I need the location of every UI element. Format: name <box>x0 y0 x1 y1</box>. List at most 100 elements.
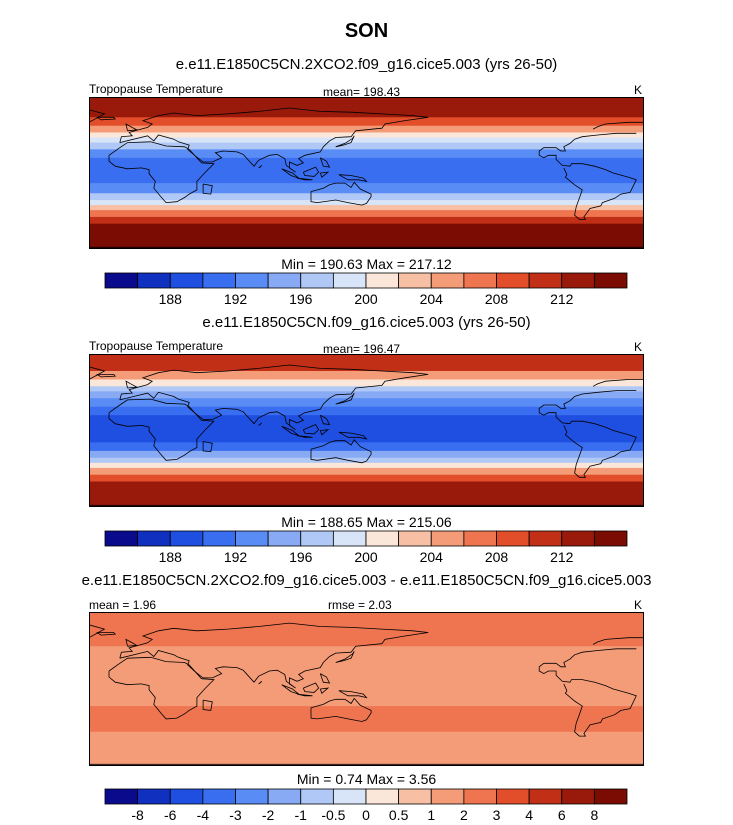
coastline-13 <box>96 116 117 121</box>
coastline-17 <box>592 379 644 387</box>
colorbar-box-13 <box>528 272 563 289</box>
map-frame <box>89 354 644 507</box>
colorbar-box-10 <box>430 788 465 805</box>
colorbar-box-9 <box>398 788 432 805</box>
map-frame <box>89 612 644 766</box>
panel-3-rmse-label: rmse = 2.03 <box>328 598 392 612</box>
coastline-2 <box>310 439 372 464</box>
colorbar-box-12 <box>496 530 530 547</box>
coastline-8 <box>319 414 331 425</box>
colorbar-tick-label: 208 <box>485 549 509 565</box>
field-band-9 <box>89 450 644 459</box>
colorbar-tick-label: 0.5 <box>389 807 409 823</box>
coastlines <box>89 107 644 248</box>
colorbar-box-8 <box>365 272 400 289</box>
field-band-8 <box>89 183 644 194</box>
field-band-3 <box>89 132 644 139</box>
colorbar-tick-label: -2 <box>262 807 275 823</box>
colorbar-box-14 <box>561 788 595 805</box>
colorbar-box-4 <box>235 788 269 805</box>
field-band-3 <box>89 386 644 392</box>
field-band-13 <box>89 216 644 225</box>
panel-1-map <box>89 97 644 249</box>
coastline-12 <box>125 380 139 389</box>
colorbar-tick-label: 6 <box>558 807 566 823</box>
colorbar-tick-label: -8 <box>131 807 144 823</box>
colorbar-box-6 <box>300 788 334 805</box>
coastlines <box>89 364 644 506</box>
field-band-12 <box>89 210 644 218</box>
coastline-17 <box>592 121 644 130</box>
colorbar-tick-label: 188 <box>159 291 183 307</box>
panel-3-map <box>89 612 644 766</box>
field-band-11 <box>89 205 644 211</box>
field-band-13 <box>89 474 644 483</box>
field-band-5 <box>89 398 644 408</box>
coastline-17 <box>592 637 644 645</box>
coastline-2 <box>310 181 372 206</box>
panel-1-mean-label: mean= 198.43 <box>323 85 401 99</box>
field-band-8 <box>89 442 644 452</box>
field-band-4 <box>89 137 644 144</box>
coastline-0 <box>108 656 215 720</box>
colorbar-box-1 <box>137 530 171 547</box>
colorbar-box-2 <box>169 530 204 547</box>
field-band-12 <box>89 467 644 476</box>
coastline-11 <box>258 165 262 169</box>
colorbar-tick-label: 4 <box>525 807 533 823</box>
coastline-0 <box>108 398 215 461</box>
coastline-16 <box>538 648 637 737</box>
panel-3-units-label: K <box>634 598 643 612</box>
colorbar-box-12 <box>496 788 530 805</box>
coastline-3 <box>338 174 368 183</box>
field-band-11 <box>89 462 644 469</box>
field-band-6 <box>89 149 644 159</box>
colorbar-tick-label: 3 <box>493 807 501 823</box>
colorbar-tick-label: -1 <box>295 807 308 823</box>
colorbar-box-5 <box>267 272 302 289</box>
coastline-8 <box>319 673 331 684</box>
coastline-15 <box>89 366 106 380</box>
colorbar-box-0 <box>104 788 139 805</box>
coastline-0 <box>108 141 215 204</box>
colorbar-box-4 <box>235 530 269 547</box>
colorbar-box-13 <box>528 530 563 547</box>
panel-1-minmax: Min = 190.63 Max = 217.12 <box>281 256 452 272</box>
coastline-6 <box>302 166 320 177</box>
colorbar-box-11 <box>463 530 497 547</box>
colorbar-tick-label: -3 <box>229 807 242 823</box>
field-band-1 <box>89 371 644 381</box>
colorbar-box-11 <box>463 788 497 805</box>
colorbar-tick-label: 192 <box>224 549 248 565</box>
colorbar-box-6 <box>300 530 334 547</box>
colorbar-box-7 <box>332 530 367 547</box>
colorbar-box-1 <box>137 272 171 289</box>
coastline-1 <box>119 107 429 173</box>
colorbar-tick-label: 204 <box>420 291 444 307</box>
colorbar-tick-label: 200 <box>354 291 378 307</box>
colorbar-box-0 <box>104 272 139 289</box>
colorbar-tick-label: 200 <box>354 549 378 565</box>
colorbar-box-7 <box>332 272 367 289</box>
field-band-4 <box>89 731 644 766</box>
panel-1-units-label: K <box>634 83 643 97</box>
coastline-10 <box>202 699 213 711</box>
coastline-9 <box>335 392 355 405</box>
coastline-1 <box>119 364 429 431</box>
colorbar-box-12 <box>496 272 530 289</box>
coastline-3 <box>338 690 368 699</box>
colorbar-box-10 <box>430 530 465 547</box>
colorbar-box-15 <box>593 272 628 289</box>
coastline-13 <box>96 374 117 378</box>
panel-3-colorbar: -8 -6 -4 -3 -2 -1 -0.5 0 0.5 1 2 3 4 6 8 <box>104 788 628 823</box>
colorbar-box-0 <box>104 530 139 547</box>
field-band-1 <box>89 117 644 127</box>
coastline-16 <box>538 132 637 220</box>
coastline-12 <box>125 123 139 132</box>
field-band-4 <box>89 391 644 399</box>
coastline-7 <box>319 687 330 694</box>
colorbar-tick-label: 1 <box>427 807 435 823</box>
coastline-6 <box>302 682 320 693</box>
coastline-2 <box>310 697 372 722</box>
field-band-1 <box>89 646 644 673</box>
